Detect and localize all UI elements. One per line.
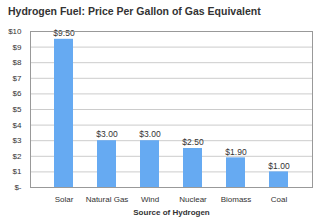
svg-text:$9.50: $9.50 bbox=[53, 28, 75, 38]
svg-text:$1: $1 bbox=[13, 167, 22, 176]
html-text:Hydrogen Fuel: Price Per Gallo: Hydrogen Fuel: Price Per Gallon of Gas E… bbox=[8, 5, 261, 17]
svg-text:Solar: Solar bbox=[55, 195, 74, 204]
svg-text:$2: $2 bbox=[13, 152, 22, 161]
svg-text:$-: $- bbox=[14, 183, 21, 192]
svg-text:$7: $7 bbox=[13, 74, 22, 83]
svg-text:$3.00: $3.00 bbox=[139, 129, 161, 139]
svg-text:$5: $5 bbox=[13, 105, 22, 114]
svg-text:$1.90: $1.90 bbox=[225, 147, 247, 157]
svg-text:$3: $3 bbox=[13, 136, 22, 145]
svg-text:$3.00: $3.00 bbox=[96, 129, 118, 139]
svg-text:$6: $6 bbox=[13, 89, 22, 98]
svg-text:Source of Hydrogen: Source of Hydrogen bbox=[133, 208, 210, 217]
svg-text:$8: $8 bbox=[13, 58, 22, 67]
svg-text:$1.00: $1.00 bbox=[268, 161, 290, 171]
svg-text:Biomass: Biomass bbox=[221, 195, 252, 204]
svg-text:Coal: Coal bbox=[271, 195, 288, 204]
svg-text:$4: $4 bbox=[13, 121, 22, 130]
svg-text:Natural Gas: Natural Gas bbox=[86, 195, 129, 204]
svg-text:$10: $10 bbox=[8, 27, 22, 36]
svg-text:$9: $9 bbox=[13, 43, 22, 52]
svg-text:Nuclear: Nuclear bbox=[179, 195, 207, 204]
svg-text:Wind: Wind bbox=[141, 195, 159, 204]
svg-text:$2.50: $2.50 bbox=[182, 137, 204, 147]
